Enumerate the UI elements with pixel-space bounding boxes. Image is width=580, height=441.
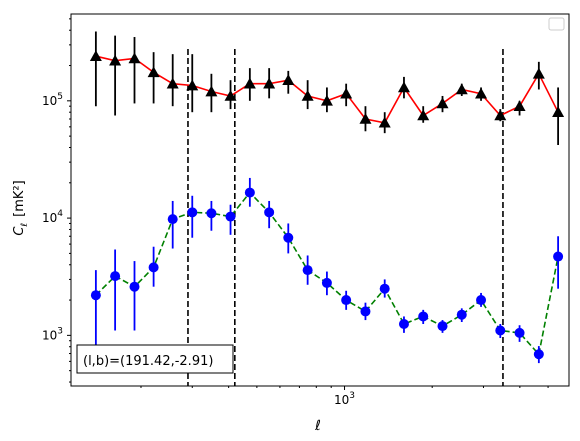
series-1-point-18 bbox=[437, 321, 448, 332]
series-1-point-22 bbox=[514, 327, 525, 338]
series-1-point-10 bbox=[283, 232, 294, 243]
y-tick-label-0: 103 bbox=[42, 326, 63, 342]
plot-area bbox=[71, 14, 569, 386]
series-1-point-17 bbox=[418, 311, 429, 322]
series-0-point-9 bbox=[263, 77, 276, 89]
series-0-point-10 bbox=[282, 74, 295, 85]
series-0-point-7 bbox=[224, 89, 237, 101]
series-1-point-14 bbox=[360, 306, 371, 317]
series-1 bbox=[90, 177, 564, 364]
y-axis-label-subscript: ℓ bbox=[20, 223, 30, 228]
series-0-point-1 bbox=[109, 54, 122, 66]
series-0-point-2 bbox=[128, 52, 141, 64]
annotation-text: (l,b)=(191.42,-2.91) bbox=[83, 354, 213, 369]
series-0-point-20 bbox=[475, 87, 488, 99]
series-0 bbox=[89, 31, 565, 146]
y-axis-label-unit: [mK²] bbox=[12, 180, 27, 217]
series-0-point-15 bbox=[378, 116, 391, 128]
svg-text:Cℓ[mK²]: Cℓ [mK²] bbox=[12, 180, 30, 235]
series-0-point-23 bbox=[532, 67, 545, 79]
series-0-point-0 bbox=[89, 50, 102, 62]
series-layer bbox=[89, 31, 565, 364]
series-0-point-4 bbox=[166, 77, 179, 89]
series-0-point-17 bbox=[417, 109, 430, 121]
series-0-point-18 bbox=[436, 97, 449, 109]
series-1-point-7 bbox=[225, 211, 236, 222]
y-tick-label-1: 104 bbox=[42, 209, 63, 225]
y-axis-label: Cℓ [mK²] bbox=[12, 180, 30, 235]
series-0-point-13 bbox=[340, 87, 353, 99]
legend-box bbox=[548, 17, 565, 31]
axes-frame bbox=[70, 13, 570, 387]
y-tick-label-2: 105 bbox=[42, 92, 63, 108]
series-1-point-12 bbox=[321, 277, 332, 288]
series-1-point-24 bbox=[553, 251, 564, 262]
series-0-point-19 bbox=[455, 83, 468, 95]
series-1-point-1 bbox=[110, 271, 121, 282]
series-0-point-12 bbox=[320, 94, 333, 106]
series-0-point-8 bbox=[243, 77, 256, 89]
series-0-point-6 bbox=[205, 85, 218, 97]
series-0-point-22 bbox=[513, 100, 526, 111]
series-1-point-19 bbox=[456, 309, 467, 320]
series-1-point-5 bbox=[187, 207, 198, 218]
series-1-point-15 bbox=[379, 283, 390, 294]
x-axis-label: ℓ bbox=[314, 418, 321, 434]
series-0-point-16 bbox=[397, 81, 410, 93]
series-1-point-8 bbox=[244, 187, 255, 198]
series-1-point-6 bbox=[206, 208, 217, 219]
x-tick-label-0: 103 bbox=[334, 391, 355, 407]
series-1-point-16 bbox=[398, 318, 409, 329]
annotation: (l,b)=(191.42,-2.91) bbox=[76, 344, 234, 374]
series-0-point-24 bbox=[552, 106, 565, 117]
series-1-point-4 bbox=[167, 214, 178, 225]
series-1-point-20 bbox=[476, 295, 487, 306]
series-1-point-21 bbox=[495, 325, 506, 336]
series-1-point-13 bbox=[341, 295, 352, 306]
series-1-point-23 bbox=[533, 349, 544, 360]
y-axis-label-symbol: C bbox=[12, 226, 27, 236]
series-1-point-0 bbox=[90, 290, 101, 301]
series-0-point-5 bbox=[186, 79, 199, 91]
series-1-point-11 bbox=[302, 265, 313, 276]
series-0-point-3 bbox=[147, 66, 160, 78]
series-0-point-14 bbox=[359, 112, 372, 124]
series-0-point-21 bbox=[494, 109, 507, 121]
series-0-point-11 bbox=[301, 89, 314, 101]
series-1-point-2 bbox=[129, 281, 140, 292]
series-1-point-3 bbox=[148, 262, 159, 273]
annotation-box bbox=[76, 344, 234, 374]
series-1-point-9 bbox=[264, 207, 275, 218]
axes: 103 104 105 103 bbox=[42, 13, 570, 407]
